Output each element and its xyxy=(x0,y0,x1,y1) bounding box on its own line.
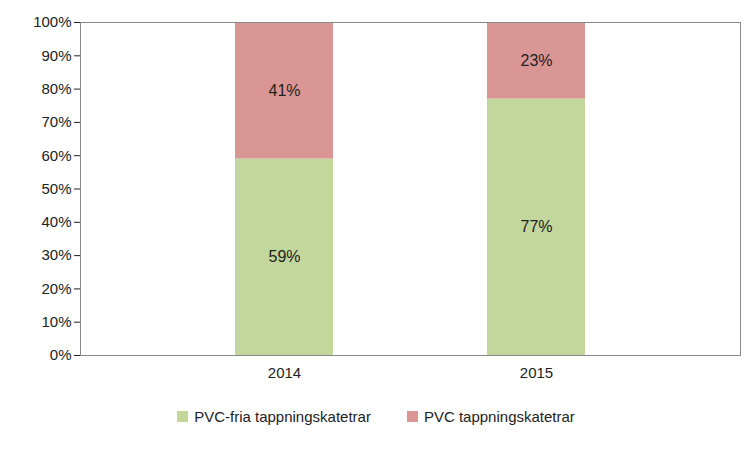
svg-text:90%: 90% xyxy=(41,47,71,64)
svg-text:50%: 50% xyxy=(41,180,71,197)
svg-text:80%: 80% xyxy=(41,80,71,97)
svg-text:59%: 59% xyxy=(268,248,300,265)
svg-text:23%: 23% xyxy=(520,52,552,69)
svg-text:0%: 0% xyxy=(50,346,72,363)
svg-text:100%: 100% xyxy=(33,13,71,30)
svg-text:10%: 10% xyxy=(41,313,71,330)
svg-text:77%: 77% xyxy=(520,218,552,235)
svg-text:70%: 70% xyxy=(41,113,71,130)
svg-text:20%: 20% xyxy=(41,280,71,297)
html-text:PVC-fria tappningskatetrar: PVC-fria tappningskatetrar xyxy=(194,408,371,425)
svg-text:2015: 2015 xyxy=(520,364,553,381)
svg-text:40%: 40% xyxy=(41,213,71,230)
svg-text:30%: 30% xyxy=(41,246,71,263)
html-text:PVC tappningskatetrar: PVC tappningskatetrar xyxy=(423,408,575,425)
svg-text:60%: 60% xyxy=(41,147,71,164)
svg-text:41%: 41% xyxy=(268,82,300,99)
svg-text:2014: 2014 xyxy=(268,364,301,381)
